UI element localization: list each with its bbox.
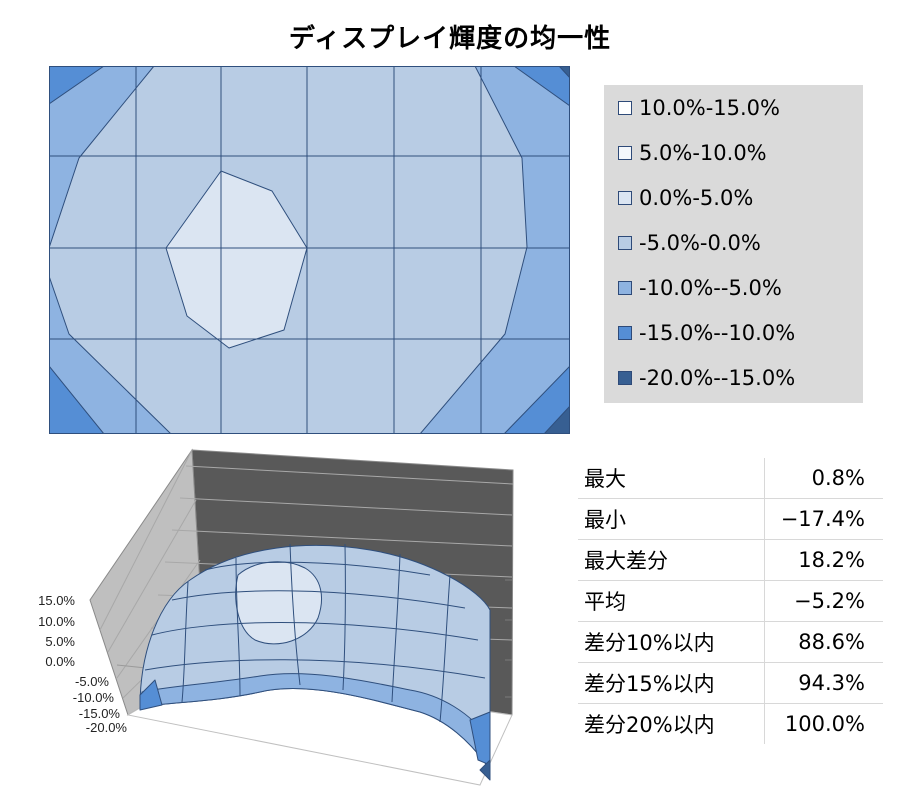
stat-label: 平均 [578, 580, 765, 622]
surface-corner-dark [479, 759, 491, 781]
table-row: 差分20%以内 100.0% [578, 703, 883, 744]
table-row: 差分15%以内 94.3% [578, 662, 883, 704]
surface-peak [235, 561, 322, 645]
z-axis-labels: 15.0% 10.0% 5.0% 0.0% -5.0% -10.0% -15.0… [38, 593, 127, 735]
legend-swatch [618, 281, 632, 295]
z-tick-label: -15.0% [79, 706, 121, 721]
legend-item: -15.0%--10.0% [618, 318, 795, 348]
grid-lines [49, 66, 570, 434]
legend-label: 5.0%-10.0% [639, 141, 767, 165]
z-tick-label: 15.0% [38, 593, 75, 608]
surface-mesh-lines [144, 543, 486, 723]
stat-value: 100.0% [764, 703, 883, 744]
legend-swatch [618, 191, 632, 205]
z-tick-label: -10.0% [73, 690, 115, 705]
legend-swatch [618, 236, 632, 250]
legend-item: -20.0%--15.0% [618, 363, 795, 393]
band-corner-tl [49, 66, 105, 105]
stat-value: 0.8% [764, 458, 883, 499]
legend-item: -5.0%-0.0% [618, 228, 761, 258]
z-tick-label: 5.0% [45, 634, 75, 649]
legend-label: 10.0%-15.0% [639, 96, 781, 120]
stat-label: 差分20%以内 [584, 713, 715, 737]
z-tick-label: 0.0% [45, 654, 75, 669]
table-row: 平均 −5.2% [578, 580, 883, 622]
legend-swatch [618, 101, 632, 115]
surface-corner-left [139, 679, 163, 711]
stat-value: −17.4% [764, 498, 883, 540]
table-row: 最大 0.8% [578, 458, 883, 499]
table-row: 最小 −17.4% [578, 498, 883, 540]
table-row: 差分10%以内 88.6% [578, 621, 883, 663]
legend-swatch [618, 326, 632, 340]
chart-title: ディスプレイ輝度の均一性 [288, 24, 612, 54]
surface-mesh [139, 543, 491, 781]
band-corner-br-dark [543, 405, 570, 434]
legend: 10.0%-15.0% 5.0%-10.0% 0.0%-5.0% -5.0%-0… [604, 85, 863, 403]
stat-value: 94.3% [764, 662, 883, 704]
stat-label: 最小 [578, 498, 765, 540]
stat-label: 最大 [578, 458, 765, 499]
legend-swatch [618, 371, 632, 385]
band-corner-br [503, 365, 570, 434]
contour-bands [49, 66, 570, 434]
stat-label: 最大差分 [578, 539, 765, 581]
legend-item: 10.0%-15.0% [618, 93, 780, 123]
legend-item: 0.0%-5.0% [618, 183, 753, 213]
stat-value: 88.6% [764, 621, 883, 663]
legend-label: -20.0%--15.0% [639, 366, 796, 390]
legend-label: -15.0%--10.0% [639, 321, 796, 345]
z-tick-label: -20.0% [86, 720, 128, 735]
legend-label: -10.0%--5.0% [639, 276, 782, 300]
stat-label: 差分15%以内 [578, 662, 765, 704]
band-corner-tr-dark [558, 66, 570, 79]
z-tick-label: -5.0% [75, 674, 109, 689]
band-corner-tr [513, 66, 570, 107]
table-row: 最大差分 18.2% [578, 539, 883, 581]
legend-item: 5.0%-10.0% [618, 138, 767, 168]
stat-label: 差分10%以内 [578, 621, 765, 663]
legend-swatch [618, 146, 632, 160]
legend-label: -5.0%-0.0% [639, 231, 761, 255]
band-corner-bl [49, 365, 105, 434]
surface-chart: 15.0% 10.0% 5.0% 0.0% -5.0% -10.0% -15.0… [38, 448, 514, 786]
z-tick-label: 10.0% [38, 614, 75, 629]
stats-table: 最大 0.8% 最小 −17.4% 最大差分 18.2% 平均 −5.2% 差分… [578, 458, 883, 744]
legend-label: 0.0%-5.0% [639, 186, 754, 210]
stat-value: 18.2% [764, 539, 883, 581]
contour-map [49, 66, 570, 434]
stat-value: −5.2% [764, 580, 883, 622]
legend-item: -10.0%--5.0% [618, 273, 782, 303]
